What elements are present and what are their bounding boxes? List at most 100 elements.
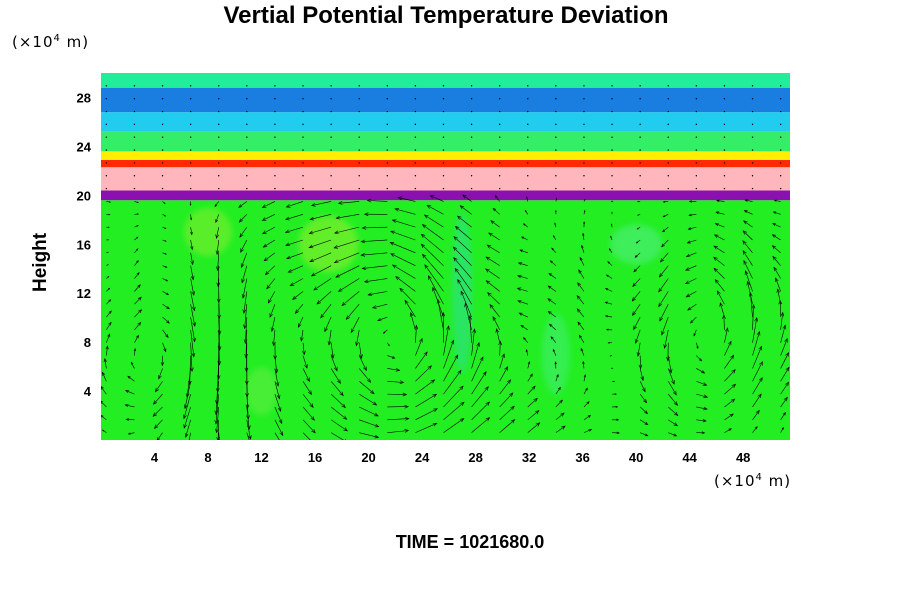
vector-head	[136, 236, 139, 239]
vector-shaft	[659, 265, 669, 278]
vector-dot	[723, 175, 726, 177]
vector-shaft	[499, 419, 515, 433]
vector-head	[730, 354, 735, 360]
vector-shaft	[489, 304, 500, 318]
vector-shaft	[330, 342, 334, 359]
vector-shaft	[309, 239, 332, 248]
vector-head	[673, 422, 678, 427]
vector-head	[577, 321, 582, 326]
vector-head	[547, 285, 552, 289]
vector-arrow	[607, 261, 613, 266]
vector-shaft	[696, 406, 708, 410]
vector-head	[309, 216, 315, 221]
vector-arrow	[243, 304, 248, 330]
vector-shaft	[443, 340, 454, 369]
vector-dot	[667, 149, 669, 151]
vector-dot	[470, 97, 473, 100]
vector-shaft	[772, 223, 781, 228]
vector-dot	[386, 149, 389, 151]
vector-shaft	[696, 393, 708, 398]
vector-shaft	[527, 398, 538, 408]
vector-arrow	[780, 381, 789, 395]
vector-head	[555, 197, 558, 200]
vector-head	[640, 376, 644, 382]
vector-dot	[667, 123, 669, 126]
vector-shaft	[190, 291, 195, 311]
vector-dot	[751, 85, 754, 87]
vector-head	[460, 290, 465, 296]
vector-dot	[330, 162, 332, 164]
field-layer-3	[101, 159, 790, 168]
vector-dot	[302, 136, 304, 138]
vector-arrow	[554, 222, 557, 228]
vector-shaft	[188, 432, 191, 440]
vector-head	[244, 353, 248, 359]
vector-dot	[358, 97, 360, 100]
y-unit-prefix: (×10	[12, 33, 54, 51]
vector-arrow	[780, 396, 788, 408]
vector-arrow	[330, 419, 348, 432]
vector-arrow	[517, 262, 528, 266]
vector-shaft	[577, 282, 585, 292]
vector-head	[758, 377, 763, 382]
vector-head	[452, 246, 458, 251]
vector-shaft	[640, 432, 648, 437]
vector-arrow	[216, 419, 220, 440]
vector-arrow	[367, 291, 388, 297]
vector-shaft	[134, 248, 139, 254]
vector-head	[330, 354, 335, 359]
vector-shaft	[134, 272, 140, 279]
vector-arrow	[162, 226, 167, 229]
vector-arrow	[612, 393, 617, 395]
vector-head	[320, 313, 325, 319]
vector-arrow	[423, 214, 444, 228]
vector-shaft	[285, 239, 304, 246]
vector-head	[136, 213, 140, 215]
vector-head	[714, 223, 719, 227]
vector-head	[754, 426, 758, 430]
vector-shaft	[311, 265, 332, 277]
vector-dot	[555, 110, 557, 113]
vector-arrow	[582, 360, 585, 369]
vector-shaft	[428, 275, 444, 305]
vector-dot	[667, 175, 669, 177]
vector-head	[165, 279, 169, 282]
vector-dot	[723, 162, 726, 164]
vector-dot	[751, 123, 754, 126]
vector-head	[561, 425, 566, 430]
vector-head	[663, 344, 668, 349]
vector-dot	[695, 85, 698, 87]
vector-shaft	[635, 329, 641, 344]
vector-shaft	[216, 227, 220, 239]
field-layer-8	[101, 73, 790, 88]
vector-head	[374, 412, 379, 417]
vector-dot	[555, 123, 557, 126]
x-tick-label: 36	[575, 450, 589, 465]
vector-shaft	[744, 210, 753, 215]
vector-arrow	[555, 209, 557, 215]
y-tick-label: 20	[77, 188, 91, 203]
vector-head	[249, 445, 252, 449]
vector-arrow	[285, 239, 304, 247]
vector-head	[125, 418, 130, 421]
vector-shaft	[162, 291, 169, 295]
vector-head	[772, 211, 777, 214]
vector-head	[583, 209, 586, 212]
vector-head	[519, 249, 523, 253]
vector-head	[363, 279, 369, 284]
vector-arrow	[363, 212, 388, 217]
vector-head	[634, 339, 639, 344]
vector-shaft	[499, 406, 515, 421]
vector-arrow	[636, 226, 641, 230]
vector-arrow	[742, 250, 753, 266]
vector-arrow	[355, 329, 360, 347]
vector-arrow	[520, 324, 528, 331]
vector-head	[693, 333, 696, 337]
vector-arrow	[330, 368, 341, 384]
vector-dot	[583, 187, 585, 190]
vector-head	[607, 342, 610, 344]
vector-arrow	[667, 381, 677, 396]
vector-shaft	[216, 239, 220, 255]
vector-shaft	[752, 377, 763, 395]
vector-head	[429, 195, 435, 199]
